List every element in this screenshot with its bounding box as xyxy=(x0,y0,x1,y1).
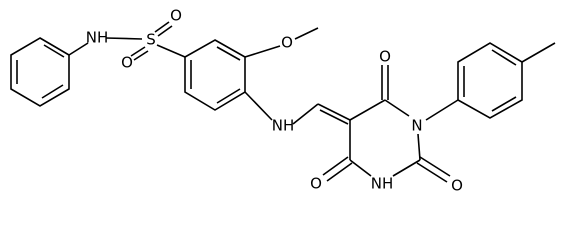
double-bond xyxy=(133,50,149,61)
structure-diagram: NH S O O O NH O N O NH O xyxy=(10,7,556,195)
atom-label: O xyxy=(451,177,463,195)
atom-label: S xyxy=(146,31,156,49)
double-bond xyxy=(491,49,517,66)
bond xyxy=(294,27,319,40)
benzene-ring xyxy=(184,39,246,111)
bonds xyxy=(10,21,556,183)
double-bond xyxy=(319,109,349,125)
double-bond xyxy=(216,46,241,61)
double-bond xyxy=(416,162,448,183)
double-bond xyxy=(419,156,451,177)
bond xyxy=(392,159,421,177)
bond xyxy=(244,45,281,58)
bond xyxy=(349,159,372,177)
bond xyxy=(521,42,556,63)
atom-label: O xyxy=(170,7,182,25)
bond xyxy=(292,103,319,125)
double-bond xyxy=(43,44,65,58)
bond xyxy=(425,99,459,121)
double-bond xyxy=(216,88,241,104)
bond xyxy=(384,99,410,117)
atom-label: NH xyxy=(371,175,394,193)
double-bond xyxy=(491,96,517,112)
bond xyxy=(349,99,386,121)
tolyl-ring xyxy=(457,42,523,119)
atom-label: O xyxy=(281,34,293,52)
bond xyxy=(105,37,143,40)
atom-label: O xyxy=(379,48,391,66)
atom-label: NH xyxy=(86,29,109,47)
bond xyxy=(417,133,421,161)
bond xyxy=(317,103,351,121)
double-bond xyxy=(41,84,64,99)
atom-label: NH xyxy=(272,117,295,135)
atom-label: N xyxy=(411,117,422,135)
double-bond xyxy=(154,21,170,33)
bond xyxy=(156,44,186,58)
double-bond xyxy=(322,156,349,176)
bond xyxy=(68,42,89,56)
atom-label: O xyxy=(310,175,322,193)
atom-label: O xyxy=(121,54,133,72)
double-bond xyxy=(130,46,146,57)
phenyl-ring xyxy=(10,37,70,107)
double-bond xyxy=(326,162,353,182)
bond xyxy=(244,91,273,121)
double-bond xyxy=(157,25,173,37)
